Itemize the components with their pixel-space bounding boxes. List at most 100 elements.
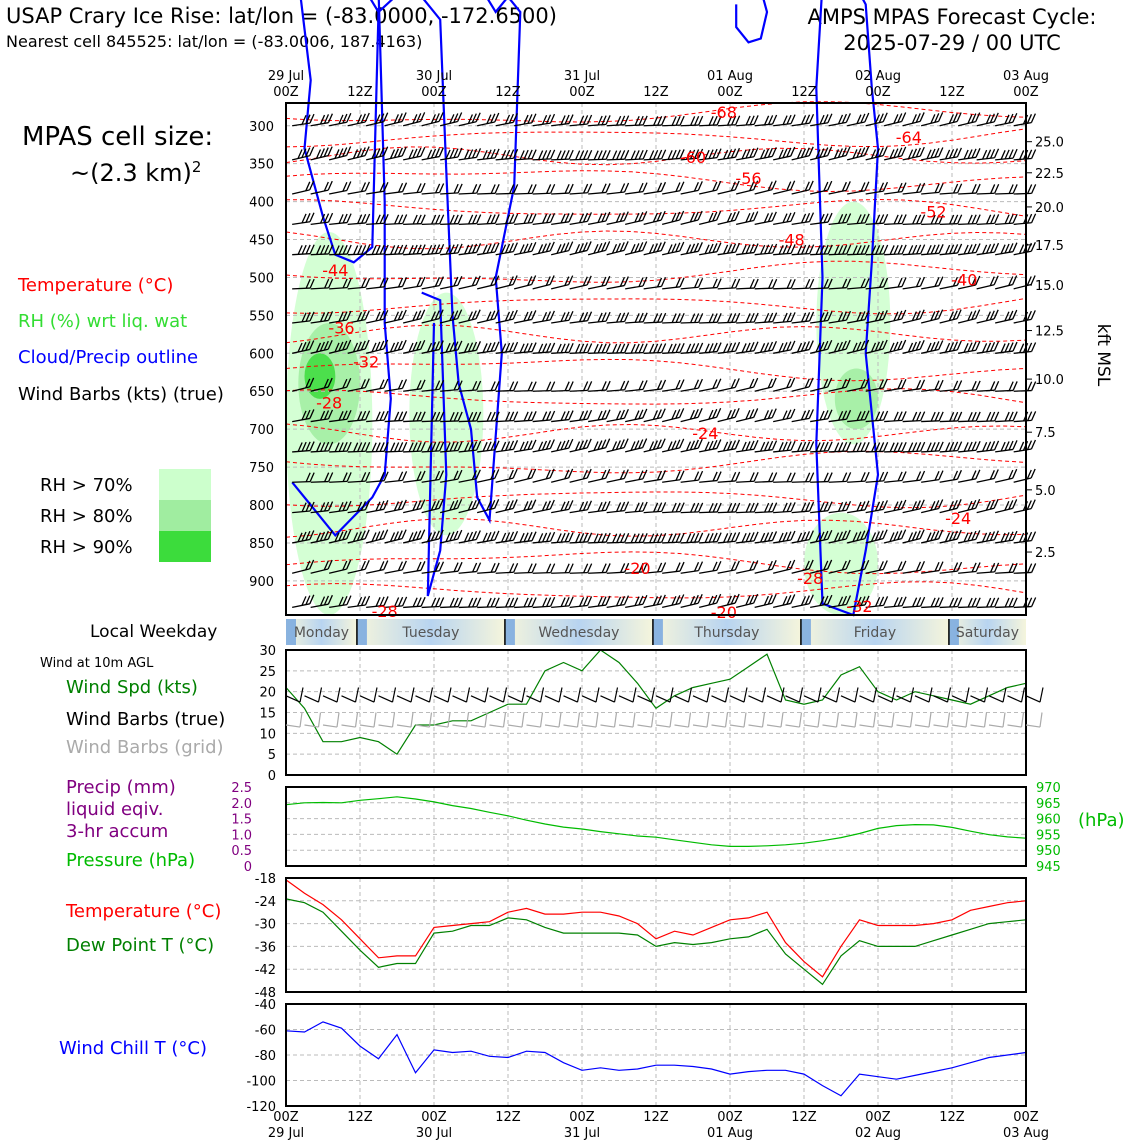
wind-barb-feather: [871, 245, 877, 255]
wind-barb-feather: [819, 213, 825, 224]
wind-barb-feather: [309, 594, 315, 605]
wind-barb-feather: [464, 149, 470, 160]
wind-barb: [292, 221, 311, 226]
wind-barb-feather: [657, 562, 663, 573]
wind-barb-feather: [383, 529, 389, 539]
wind-barb-feather: [527, 381, 533, 391]
wind-barb-feather: [989, 113, 995, 124]
wind-barb: [847, 480, 866, 483]
wind-barb: [921, 318, 939, 324]
pressure-tick-label: 650: [249, 385, 274, 400]
cloud-outline: [291, 0, 392, 538]
wind-barb-feather: [731, 313, 737, 323]
wind-barb-feather: [767, 147, 773, 158]
wind-barb-feather: [994, 380, 1000, 391]
legend-rh-70-swatch: [159, 469, 211, 500]
wind-barb-feather: [550, 381, 556, 391]
wind-barb: [310, 568, 329, 574]
wind-barb-feather: [468, 411, 474, 422]
wind-barb-feather: [398, 214, 404, 224]
wind-barb: [440, 349, 458, 354]
wind-barb-feather: [623, 501, 630, 511]
wind-barb: [865, 537, 884, 544]
wind-barb: [717, 321, 736, 324]
wind-barb: [569, 447, 588, 453]
wind-barb: [477, 477, 495, 483]
wind-barb: [810, 287, 829, 290]
wind-barb-feather: [1004, 311, 1010, 322]
wind-barb-feather: [438, 340, 444, 350]
wind-barb: [921, 155, 939, 161]
wind-barb-feather: [416, 147, 422, 158]
wind-barb-feather: [949, 214, 955, 225]
wind-barb-feather: [560, 213, 566, 224]
wind-barb-feather: [878, 310, 884, 321]
wind-barb-feather: [882, 378, 888, 389]
wind-barb: [384, 348, 403, 354]
wind-barb: [532, 122, 551, 127]
temperature-panel: -48-42-36-30-24-18: [255, 872, 1027, 1001]
wind-barb-feather: [971, 411, 977, 422]
wind-barb-feather: [944, 342, 951, 353]
wind-barb-feather: [845, 310, 852, 321]
wind-barb: [791, 480, 810, 483]
wind-barb-feather: [730, 243, 737, 253]
wind-barb-feather: [708, 595, 714, 606]
wind-barb-feather: [531, 184, 537, 194]
wind-barb-feather: [660, 241, 666, 251]
wind-barb-feather: [338, 341, 344, 352]
wind-barb: [643, 603, 662, 609]
wind-barb: [939, 478, 958, 483]
wind-barb: [588, 477, 606, 483]
kft-axis-label: kft MSL: [1093, 324, 1113, 387]
wind-barb-feather: [846, 244, 852, 255]
wind-barb-feather: [712, 439, 718, 450]
wind-barb-feather: [809, 278, 815, 289]
wind-barb-feather: [1004, 149, 1010, 160]
wind-barb-feather: [338, 114, 344, 125]
wind-barb-feather: [642, 211, 648, 221]
wind-barb-feather: [704, 533, 710, 543]
wind-barb-feather: [453, 597, 459, 608]
wind-barb-feather: [986, 411, 992, 422]
wind-barb-feather: [505, 597, 511, 608]
wind-barb: [736, 156, 755, 161]
wind-barb-feather: [838, 245, 844, 255]
wind-barb-feather: [901, 529, 907, 539]
wind-barb-feather: [397, 310, 403, 321]
wind-barb-feather: [324, 278, 330, 289]
wind-barb-feather: [1004, 597, 1010, 608]
grid-wind-barb-feather: [650, 712, 655, 728]
wind-barb-feather: [328, 244, 334, 255]
wind-barb-feather: [878, 113, 884, 123]
wind-barb: [514, 250, 532, 256]
wind-barb-feather: [800, 531, 807, 542]
wind-barb: [939, 349, 958, 354]
wind-barb-feather: [893, 531, 899, 541]
wind-barb-feather: [383, 244, 389, 255]
wind-barb-feather: [657, 343, 663, 353]
wind-barb-feather: [874, 114, 881, 124]
wind-barb: [847, 190, 865, 195]
wind-barb: [995, 448, 1014, 453]
wind-barb-feather: [393, 501, 400, 511]
wind-barb-feather: [597, 115, 603, 126]
wind-barb-feather: [301, 502, 307, 512]
wind-barb-feather: [671, 243, 677, 253]
wind-barb: [606, 571, 625, 574]
wind-barb: [921, 120, 939, 127]
wind-barb: [828, 154, 847, 161]
wind-barb: [754, 539, 773, 544]
wind-barb-feather: [944, 149, 951, 160]
wind-barb-feather: [574, 441, 581, 451]
wind-barb-feather: [708, 409, 714, 420]
wind-barb: [551, 351, 570, 354]
wind-barb: [810, 154, 828, 161]
wind-barb-feather: [1030, 468, 1036, 479]
wind-barb-feather: [620, 343, 626, 354]
grid-wind-barb: [1007, 724, 1022, 728]
wind-barb: [403, 479, 422, 483]
wind-barb-feather: [389, 532, 396, 542]
sfc-wind-barb-feather: [354, 687, 360, 703]
